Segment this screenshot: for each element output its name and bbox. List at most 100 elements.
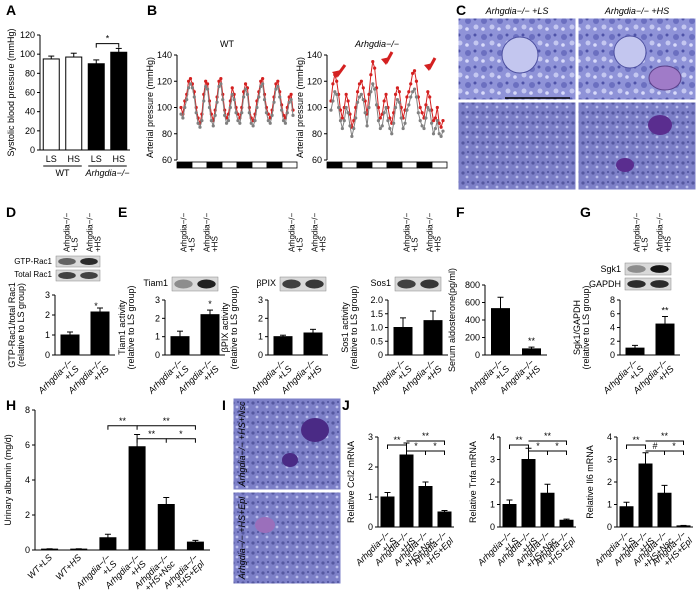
- blot-band: [282, 279, 301, 289]
- data-point: [230, 92, 234, 96]
- data-point: [393, 105, 398, 110]
- data-point: [217, 79, 221, 83]
- y-axis-title: Serum aldosterone(pg/ml): [447, 268, 457, 372]
- lane-label: +LS: [641, 238, 650, 252]
- data-point: [338, 108, 343, 112]
- data-point: [355, 100, 360, 104]
- group-label: WT: [56, 168, 70, 178]
- series-line: [330, 61, 444, 129]
- significance-bracket: [136, 438, 167, 443]
- significance-label: **: [163, 416, 171, 426]
- lane-label: +LS: [71, 238, 80, 252]
- data-point: [433, 126, 438, 131]
- bar: [65, 56, 83, 151]
- x-category-label: WT+HS: [54, 552, 84, 582]
- bar: [502, 504, 517, 528]
- y-tick-label: 3: [155, 295, 160, 305]
- data-point: [251, 124, 255, 128]
- bar: [559, 519, 574, 528]
- data-point: [331, 82, 335, 86]
- y-tick-label: 20: [25, 126, 35, 136]
- data-point: [276, 79, 280, 83]
- data-point: [179, 105, 183, 110]
- significance-bracket: [645, 440, 684, 445]
- y-tick-label: 1.0: [370, 323, 383, 333]
- lane-label: +HS: [319, 236, 328, 252]
- light-dark-bar: [401, 161, 418, 169]
- bar: [619, 506, 634, 528]
- data-point: [397, 90, 401, 94]
- y-tick-label: 400: [465, 315, 480, 325]
- y-axis-title: Relative Tnfa mRNA: [468, 441, 478, 523]
- cast-shape: [301, 418, 329, 442]
- bar: [157, 504, 175, 551]
- data-point: [435, 105, 439, 110]
- image-label: Arhgdia−/− +LS: [485, 6, 549, 16]
- y-tick-label: 0: [45, 350, 50, 360]
- data-point: [430, 121, 434, 125]
- significance-label: *: [106, 34, 110, 44]
- data-point: [439, 134, 443, 138]
- x-category-label: WT+LS: [26, 552, 54, 580]
- data-point: [274, 82, 278, 86]
- bar: [423, 320, 443, 356]
- y-tick-label: 4: [490, 432, 495, 442]
- data-point: [240, 111, 244, 115]
- bar: [273, 336, 293, 356]
- data-point: [412, 87, 417, 91]
- data-point: [228, 105, 232, 110]
- significance-label: *: [672, 441, 676, 451]
- data-point: [226, 119, 231, 123]
- y-axis-title: Sos1 activity: [340, 302, 350, 353]
- significance-label: *: [94, 301, 98, 311]
- cast-shape: [255, 517, 275, 533]
- y-tick-label: 4: [25, 475, 30, 485]
- data-point: [407, 90, 411, 94]
- y-tick-label: 0: [25, 545, 30, 555]
- data-point: [439, 125, 443, 129]
- y-axis-title: Sgk1/GAPDH: [572, 300, 582, 355]
- data-point: [224, 121, 229, 125]
- data-point: [361, 98, 365, 102]
- y-tick-label: 1.5: [370, 309, 383, 319]
- y-tick-label: 2: [45, 310, 50, 320]
- bar: [393, 327, 413, 356]
- y-tick-label: 120: [157, 76, 172, 86]
- significance-bracket: [509, 444, 529, 449]
- data-point: [242, 95, 246, 99]
- lane-label: +LS: [296, 238, 305, 252]
- blot-row-label: GTP-Rac1: [14, 257, 52, 266]
- data-point: [401, 126, 405, 131]
- y-tick-label: 0: [378, 350, 383, 360]
- y-tick-label: 1: [45, 330, 50, 340]
- data-point: [213, 113, 217, 117]
- data-point: [281, 119, 286, 123]
- significance-bracket: [626, 444, 646, 449]
- data-point: [416, 111, 420, 115]
- y-tick-label: 120: [307, 76, 322, 86]
- data-point: [186, 86, 191, 90]
- data-point: [219, 77, 223, 81]
- data-point: [232, 98, 236, 102]
- y-tick-label: 3: [45, 290, 50, 300]
- data-point: [243, 82, 248, 86]
- data-point: [243, 87, 248, 91]
- significance-label: **: [661, 306, 669, 316]
- data-point: [331, 99, 335, 103]
- y-tick-label: 2: [155, 313, 160, 323]
- data-point: [426, 105, 430, 110]
- bar: [42, 58, 60, 151]
- data-point: [359, 92, 363, 96]
- lane-label: +HS: [664, 236, 673, 252]
- data-point: [352, 126, 356, 131]
- data-point: [344, 92, 348, 96]
- data-point: [405, 108, 409, 112]
- y-axis-title: (relative to LS group): [229, 285, 239, 369]
- blot-strip: [55, 269, 101, 282]
- light-dark-bar: [386, 161, 403, 169]
- data-point: [247, 111, 251, 115]
- data-point: [428, 108, 432, 112]
- bar: [657, 492, 672, 528]
- blot-row-label: GAPDH: [589, 279, 621, 289]
- lane-label: Arhgdia−/−: [288, 213, 297, 252]
